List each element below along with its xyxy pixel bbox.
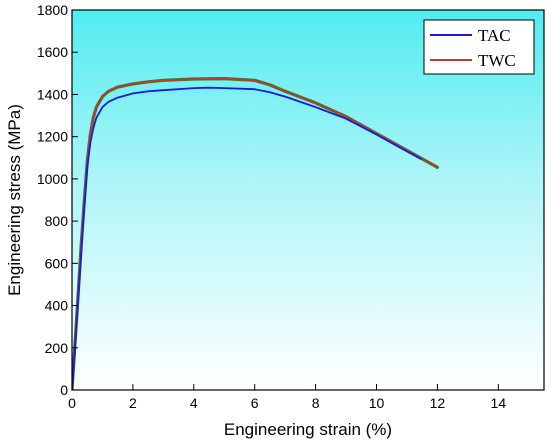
y-tick-label: 400 — [45, 298, 69, 314]
legend-label-tac: TAC — [478, 26, 511, 45]
x-tick-label: 2 — [129, 395, 137, 411]
x-tick-label: 14 — [491, 395, 507, 411]
legend-label-twc: TWC — [478, 51, 516, 70]
x-tick-label: 6 — [251, 395, 259, 411]
legend: TAC TWC — [423, 19, 535, 75]
x-tick-label: 4 — [190, 395, 198, 411]
x-axis-title: Engineering strain (%) — [224, 420, 392, 439]
y-tick-label: 1800 — [37, 2, 68, 18]
x-axis: 0 2 4 6 8 10 12 14 — [68, 384, 506, 411]
plot-frame — [71, 9, 545, 391]
y-tick-label: 1600 — [37, 44, 68, 60]
y-tick-label: 600 — [45, 255, 69, 271]
y-tick-label: 1000 — [37, 171, 68, 187]
x-tick-label: 8 — [312, 395, 320, 411]
y-tick-label: 200 — [45, 340, 69, 356]
x-tick-label: 0 — [68, 395, 76, 411]
series-layer — [72, 77, 439, 390]
y-tick-label: 800 — [45, 213, 69, 229]
series-line-tac — [72, 86, 422, 390]
y-axis: 0 200 400 600 800 1000 1200 1400 1600 1800 — [37, 2, 78, 398]
y-tick-label: 1200 — [37, 129, 68, 145]
x-tick-label: 12 — [430, 395, 446, 411]
x-tick-label: 10 — [369, 395, 385, 411]
y-axis-title: Engineering stress (MPa) — [5, 104, 24, 296]
y-tick-label: 1400 — [37, 86, 68, 102]
legend-box — [423, 19, 535, 75]
y-tick-label: 0 — [60, 382, 68, 398]
